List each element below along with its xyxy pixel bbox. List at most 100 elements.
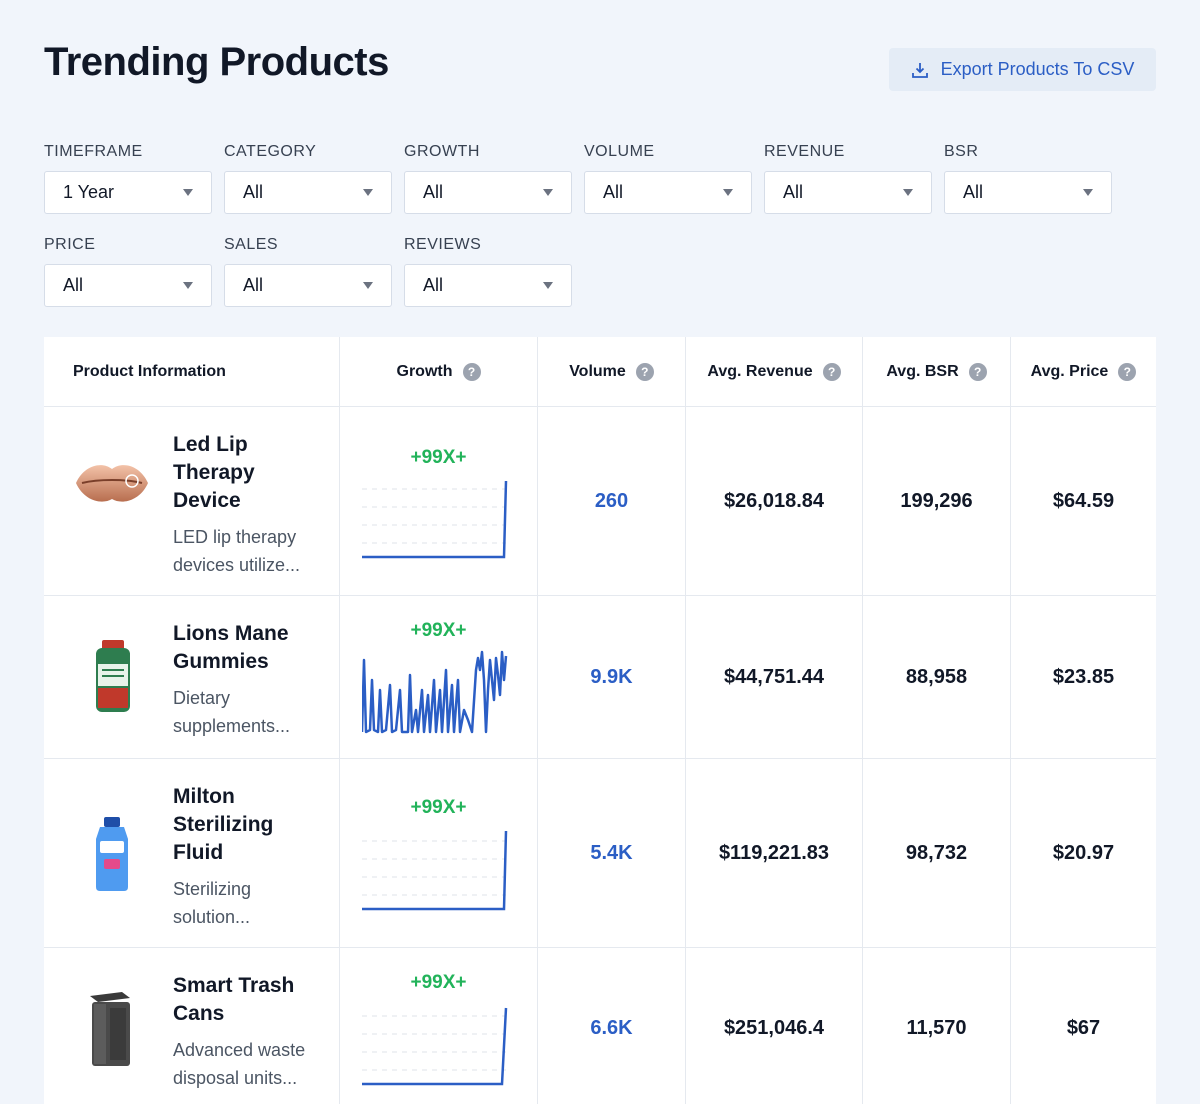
column-header-volume[interactable]: Volume ?: [538, 337, 686, 406]
revenue-cell: $44,751.44: [686, 596, 863, 758]
volume-cell: 6.6K: [538, 948, 686, 1104]
filter-value: All: [243, 182, 264, 202]
product-name[interactable]: Smart Trash Cans: [173, 974, 295, 1025]
page-title: Trending Products: [44, 40, 389, 84]
lip-device-thumbnail: [76, 465, 148, 502]
bsr-cell: 199,296: [863, 407, 1011, 595]
bsr-cell: 98,732: [863, 759, 1011, 947]
growth-cell: +99X+: [340, 407, 538, 595]
revenue-cell: $251,046.4: [686, 948, 863, 1104]
filter-value: All: [783, 182, 804, 202]
help-circle-icon[interactable]: ?: [1118, 362, 1137, 381]
filter-sales: SALES All: [224, 234, 392, 307]
column-header-label: Growth: [396, 362, 453, 380]
filter-label: SALES: [224, 236, 279, 253]
product-info-cell: Lions Mane Gummies Dietary supplements..…: [44, 596, 340, 758]
product-info-cell: Led Lip Therapy Device LED lip therapy d…: [44, 407, 340, 595]
filter-label: VOLUME: [584, 143, 655, 160]
gummies-thumbnail: [96, 640, 130, 712]
filter-label: CATEGORY: [224, 143, 317, 160]
product-text: Led Lip Therapy Device LED lip therapy d…: [173, 431, 323, 579]
revenue-select[interactable]: All: [764, 171, 932, 214]
column-header-growth[interactable]: Growth ?: [340, 337, 538, 406]
filter-label: TIMEFRAME: [44, 143, 143, 160]
column-header-label: Volume: [569, 362, 626, 380]
filter-volume: VOLUME All: [584, 141, 752, 214]
product-name[interactable]: Lions Mane Gummies: [173, 622, 289, 673]
table-row[interactable]: Lions Mane Gummies Dietary supplements..…: [44, 596, 1156, 759]
product-description: Sterilizing solution...: [173, 879, 252, 927]
caret-down-icon: [363, 282, 373, 289]
help-circle-icon[interactable]: ?: [635, 362, 654, 381]
export-csv-button[interactable]: Export Products To CSV: [889, 48, 1156, 91]
column-header-price[interactable]: Avg. Price ?: [1011, 337, 1156, 406]
price-select[interactable]: All: [44, 264, 212, 307]
filter-price: PRICE All: [44, 234, 212, 307]
timeframe-select[interactable]: 1 Year: [44, 171, 212, 214]
caret-down-icon: [903, 189, 913, 196]
growth-value: +99X+: [410, 972, 467, 993]
table-row[interactable]: Milton Sterilizing Fluid Sterilizing sol…: [44, 759, 1156, 948]
price-cell: $67: [1066, 1016, 1101, 1039]
growth-sparkline: [362, 1007, 508, 1086]
product-info-cell: Smart Trash Cans Advanced waste disposal…: [44, 948, 340, 1104]
growth-cell: +99X+: [340, 759, 538, 947]
caret-down-icon: [543, 189, 553, 196]
column-header-label: Avg. Revenue: [707, 362, 813, 380]
filter-label: GROWTH: [404, 143, 480, 160]
product-description: LED lip therapy devices utilize...: [173, 527, 301, 575]
volume-cell: 260: [538, 407, 686, 595]
filter-value: All: [963, 182, 984, 202]
sales-select[interactable]: All: [224, 264, 392, 307]
filter-timeframe: TIMEFRAME 1 Year: [44, 141, 212, 214]
growth-sparkline: [362, 830, 508, 911]
column-header-product[interactable]: Product Information: [44, 337, 340, 406]
product-text: Milton Sterilizing Fluid Sterilizing sol…: [173, 783, 323, 931]
reviews-select[interactable]: All: [404, 264, 572, 307]
category-select[interactable]: All: [224, 171, 392, 214]
caret-down-icon: [183, 282, 193, 289]
filter-bsr: BSR All: [944, 141, 1112, 214]
caret-down-icon: [183, 189, 193, 196]
help-circle-icon[interactable]: ?: [822, 362, 841, 381]
help-circle-icon[interactable]: ?: [462, 362, 481, 381]
bsr-cell: 88,958: [863, 596, 1011, 758]
growth-value: +99X+: [410, 447, 467, 468]
caret-down-icon: [723, 189, 733, 196]
filter-label: REVIEWS: [404, 236, 482, 253]
table-header: Product Information Growth ? Volume ? Av…: [44, 337, 1156, 407]
growth-cell: +99X+: [340, 948, 538, 1104]
growth-sparkline: [362, 480, 508, 559]
filter-value: All: [63, 275, 84, 295]
column-header-bsr[interactable]: Avg. BSR ?: [863, 337, 1011, 406]
bsr-cell: 11,570: [863, 948, 1011, 1104]
price-cell: $23.85: [1052, 665, 1115, 688]
product-info-cell: Milton Sterilizing Fluid Sterilizing sol…: [44, 759, 340, 947]
volume-select[interactable]: All: [584, 171, 752, 214]
help-circle-icon[interactable]: ?: [968, 362, 987, 381]
product-name[interactable]: Milton Sterilizing Fluid: [173, 785, 274, 864]
bsr-select[interactable]: All: [944, 171, 1112, 214]
product-text: Smart Trash Cans Advanced waste disposal…: [173, 972, 323, 1092]
caret-down-icon: [363, 189, 373, 196]
filter-reviews: REVIEWS All: [404, 234, 572, 307]
table-row[interactable]: Smart Trash Cans Advanced waste disposal…: [44, 948, 1156, 1104]
growth-sparkline: [362, 650, 508, 734]
table-row[interactable]: Led Lip Therapy Device LED lip therapy d…: [44, 407, 1156, 596]
growth-select[interactable]: All: [404, 171, 572, 214]
export-csv-label: Export Products To CSV: [940, 59, 1135, 79]
trash-can-thumbnail: [90, 992, 130, 1066]
product-name[interactable]: Led Lip Therapy Device: [173, 433, 255, 512]
volume-cell: 5.4K: [538, 759, 686, 947]
filter-value: All: [243, 275, 264, 295]
column-header-label: Product Information: [73, 362, 226, 380]
sterilizing-fluid-thumbnail: [96, 817, 128, 891]
filter-label: REVENUE: [764, 143, 845, 160]
price-cell: $20.97: [1052, 841, 1115, 864]
filter-value: 1 Year: [63, 182, 115, 202]
product-description: Advanced waste disposal units...: [173, 1040, 306, 1088]
revenue-cell: $26,018.84: [686, 407, 863, 595]
column-header-revenue[interactable]: Avg. Revenue ?: [686, 337, 863, 406]
filter-category: CATEGORY All: [224, 141, 392, 214]
product-description: Dietary supplements...: [173, 688, 291, 736]
